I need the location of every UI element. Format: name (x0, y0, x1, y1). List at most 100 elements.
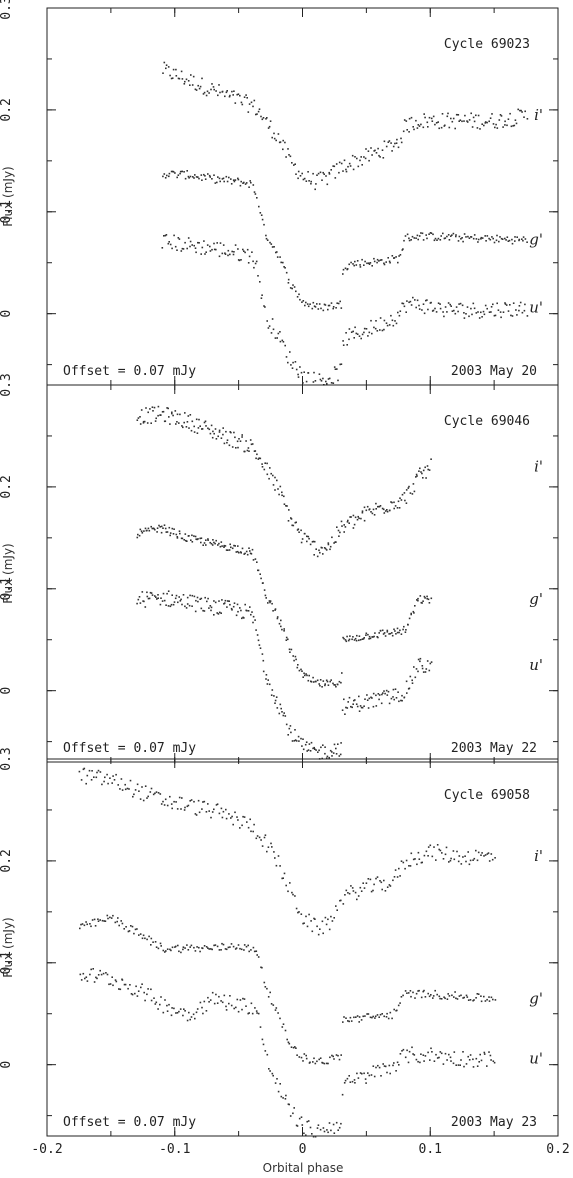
data-point (312, 540, 315, 543)
data-point (174, 946, 176, 948)
data-point (316, 555, 319, 558)
data-point (382, 157, 385, 159)
data-point (486, 235, 489, 237)
data-point (328, 173, 331, 175)
data-point (396, 631, 399, 634)
data-point (426, 597, 428, 600)
data-point (279, 703, 282, 706)
data-point (224, 545, 227, 547)
data-point (363, 1072, 365, 1075)
data-point (451, 120, 454, 123)
data-point (183, 421, 185, 424)
data-point (259, 212, 262, 214)
data-point (228, 176, 230, 179)
data-point (157, 597, 159, 599)
data-point (479, 1053, 481, 1056)
data-point (360, 337, 362, 340)
data-point (194, 950, 197, 952)
data-point (325, 757, 328, 759)
data-point (465, 860, 467, 863)
data-point (183, 171, 185, 173)
data-point (320, 746, 322, 749)
data-point (318, 549, 320, 552)
data-point (419, 660, 421, 663)
data-point (504, 124, 506, 126)
data-point (339, 899, 341, 902)
data-point (351, 638, 353, 641)
data-point (271, 689, 274, 691)
data-point (288, 154, 290, 156)
data-point (166, 531, 169, 533)
data-point (140, 530, 143, 532)
data-point (350, 1020, 353, 1022)
data-point (429, 232, 432, 234)
series-i-band (136, 405, 432, 558)
data-point (500, 237, 503, 240)
data-point (141, 937, 144, 940)
data-point (377, 505, 379, 508)
data-point (387, 257, 389, 259)
data-point (401, 493, 404, 496)
data-point (83, 924, 86, 927)
data-point (372, 1065, 375, 1067)
data-point (391, 501, 393, 504)
data-point (336, 368, 338, 370)
data-point (139, 416, 141, 418)
data-point (433, 846, 435, 848)
data-point (436, 1057, 439, 1059)
data-point (114, 921, 117, 924)
data-point (319, 679, 322, 681)
data-point (314, 1135, 317, 1138)
data-point (115, 773, 117, 776)
data-point (222, 943, 225, 946)
data-point (405, 489, 408, 491)
data-point (138, 534, 141, 537)
data-point (253, 950, 256, 953)
data-point (301, 172, 303, 175)
data-point (376, 261, 378, 264)
data-point (417, 597, 419, 600)
data-point (446, 311, 448, 313)
data-point (259, 457, 262, 460)
data-point (203, 240, 205, 242)
data-point (215, 90, 217, 92)
data-point (266, 1053, 269, 1056)
data-point (499, 236, 501, 238)
data-point (234, 545, 236, 547)
data-point (231, 815, 233, 818)
data-point (417, 658, 420, 661)
data-point (379, 880, 381, 882)
data-point (498, 119, 501, 121)
data-point (409, 990, 412, 992)
data-point (357, 1077, 360, 1079)
data-point (373, 326, 375, 329)
data-point (214, 601, 217, 604)
data-point (222, 244, 225, 246)
data-point (240, 180, 242, 183)
data-point (248, 1012, 250, 1014)
data-point (356, 333, 359, 335)
data-point (496, 234, 498, 237)
data-point (220, 541, 223, 543)
data-point (226, 90, 228, 92)
data-point (392, 879, 394, 882)
data-point (316, 303, 318, 305)
data-point (399, 629, 401, 632)
data-point (348, 638, 351, 641)
data-point (177, 944, 179, 947)
data-point (272, 328, 275, 331)
data-point (175, 423, 177, 425)
data-point (490, 311, 492, 313)
data-point (305, 1057, 308, 1060)
data-point (291, 367, 294, 369)
data-point (484, 1000, 487, 1002)
data-point (166, 174, 168, 177)
data-point (277, 488, 279, 490)
data-point (261, 294, 263, 296)
data-point (383, 1015, 385, 1018)
data-point (194, 813, 197, 815)
data-point (472, 237, 475, 240)
data-point (200, 541, 202, 544)
data-point (413, 128, 415, 131)
data-point (228, 444, 231, 447)
